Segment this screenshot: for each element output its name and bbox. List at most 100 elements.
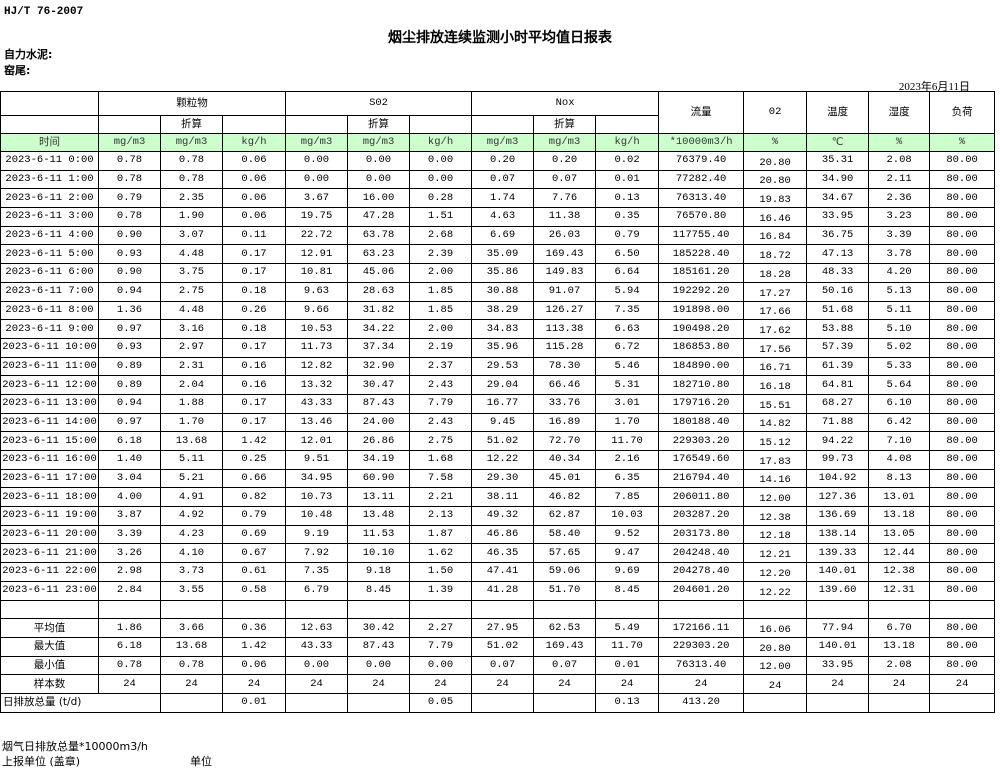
data-cell: 24	[409, 674, 473, 694]
data-cell: 7.58	[409, 468, 473, 489]
data-cell: 0.17	[221, 393, 287, 414]
data-cell: 4.63	[471, 207, 535, 227]
data-cell: 204248.40	[658, 543, 745, 564]
data-cell: 43.33	[285, 636, 349, 657]
data-cell: 2.08	[868, 655, 931, 676]
data-cell: 9.52	[595, 524, 660, 545]
data-cell: 24	[743, 674, 808, 694]
units-row: 时间 mg/m3 mg/m3 kg/h mg/m3 mg/m3 kg/h mg/m3 mg/m…	[0, 133, 996, 152]
data-cell: 1.70	[160, 412, 223, 433]
data-cell: 2.21	[409, 487, 473, 508]
data-cell: 5.46	[595, 356, 660, 377]
data-cell: 62.53	[533, 618, 597, 638]
data-cell: 169.43	[533, 636, 597, 657]
data-cell: 68.27	[806, 393, 870, 414]
data-cell: 2.75	[409, 431, 473, 451]
data-cell: 216794.40	[658, 468, 745, 489]
data-cell	[471, 692, 535, 713]
data-cell: 13.48	[347, 506, 411, 526]
data-cell: 12.38	[868, 562, 931, 582]
blank-cell	[98, 115, 161, 134]
data-cell: 5.02	[868, 337, 931, 358]
blank-cell	[285, 599, 349, 620]
company-label: 自力水泥:	[4, 48, 53, 61]
row-label: 2023-6-11 21:00	[0, 543, 99, 564]
data-cell: 4.91	[160, 487, 223, 508]
unit-cell: %	[868, 133, 931, 152]
row-label: 2023-6-11 5:00	[0, 244, 99, 265]
data-cell: 1.62	[409, 543, 473, 564]
data-cell: 45.01	[533, 468, 597, 489]
unit-cell: mg/m3	[98, 133, 161, 152]
data-cell: 80.00	[929, 393, 996, 414]
data-cell: 0.00	[347, 169, 411, 190]
data-cell: 24	[285, 674, 349, 694]
data-cell	[806, 692, 870, 713]
data-cell: 13.68	[160, 636, 223, 657]
data-cell: 138.14	[806, 524, 870, 545]
data-cell: 91.07	[533, 281, 597, 302]
data-cell: 0.78	[160, 655, 223, 676]
data-cell: 16.18	[743, 375, 808, 395]
blank-cell	[98, 599, 161, 620]
data-cell: 17.83	[743, 450, 808, 470]
data-cell: 18.28	[743, 263, 808, 283]
data-cell: 1.87	[409, 524, 473, 545]
data-cell: 186853.80	[658, 337, 745, 358]
row-label: 2023-6-11 14:00	[0, 412, 99, 433]
data-cell: 1.85	[409, 281, 473, 302]
data-cell: 136.69	[806, 506, 870, 526]
standard-code: HJ/T 76-2007	[4, 6, 84, 18]
blank-cell	[658, 599, 745, 620]
data-cell: 20.80	[743, 636, 808, 657]
data-cell: 0.36	[221, 618, 287, 638]
data-cell: 2.31	[160, 356, 223, 377]
data-cell: 0.11	[221, 225, 287, 246]
data-cell: 24	[471, 674, 535, 694]
data-cell	[868, 692, 931, 713]
data-cell: 0.78	[98, 207, 161, 227]
data-cell: 0.00	[285, 655, 349, 676]
data-cell: 1.42	[221, 431, 287, 451]
data-cell: 0.00	[347, 151, 411, 171]
data-cell: 4.08	[868, 450, 931, 470]
data-cell: 80.00	[929, 487, 996, 508]
data-cell: 0.89	[98, 375, 161, 395]
data-cell: 80.00	[929, 244, 996, 265]
data-cell: 172166.11	[658, 618, 745, 638]
blank-cell	[0, 91, 99, 116]
row-label: 2023-6-11 11:00	[0, 356, 99, 377]
data-cell: 80.00	[929, 636, 996, 657]
data-cell: 5.31	[595, 375, 660, 395]
data-cell: 9.69	[595, 562, 660, 582]
data-cell: 0.17	[221, 412, 287, 433]
data-cell: 2.43	[409, 375, 473, 395]
data-cell: 6.63	[595, 319, 660, 339]
data-cell: 1.74	[471, 188, 535, 209]
data-cell: 80.00	[929, 431, 996, 451]
data-cell: 80.00	[929, 580, 996, 601]
data-cell: 76570.80	[658, 207, 745, 227]
header-so2: S02	[285, 91, 473, 116]
data-cell: 204601.20	[658, 580, 745, 601]
summary-row: 最小值 0.78 0.78 0.06 0.00 0.00 0.00 0.07 0.07 0.01 7…	[0, 655, 996, 676]
blank-cell	[743, 599, 808, 620]
unit-cell: %	[743, 133, 808, 152]
data-cell: 24.00	[347, 412, 411, 433]
data-cell: 13.05	[868, 524, 931, 545]
data-cell: 0.79	[595, 225, 660, 246]
data-cell: 24	[221, 674, 287, 694]
data-cell: 0.00	[409, 151, 473, 171]
data-cell: 24	[929, 674, 996, 694]
data-cell: 2.43	[409, 412, 473, 433]
data-cell: 80.00	[929, 618, 996, 638]
row-label: 2023-6-11 22:00	[0, 562, 99, 582]
data-cell: 169.43	[533, 244, 597, 265]
data-cell: 2.35	[160, 188, 223, 209]
data-cell: 5.49	[595, 618, 660, 638]
data-cell: 76379.40	[658, 151, 745, 171]
data-cell: 80.00	[929, 375, 996, 395]
data-cell: 0.18	[221, 281, 287, 302]
data-cell: 17.66	[743, 300, 808, 321]
data-cell: 80.00	[929, 281, 996, 302]
